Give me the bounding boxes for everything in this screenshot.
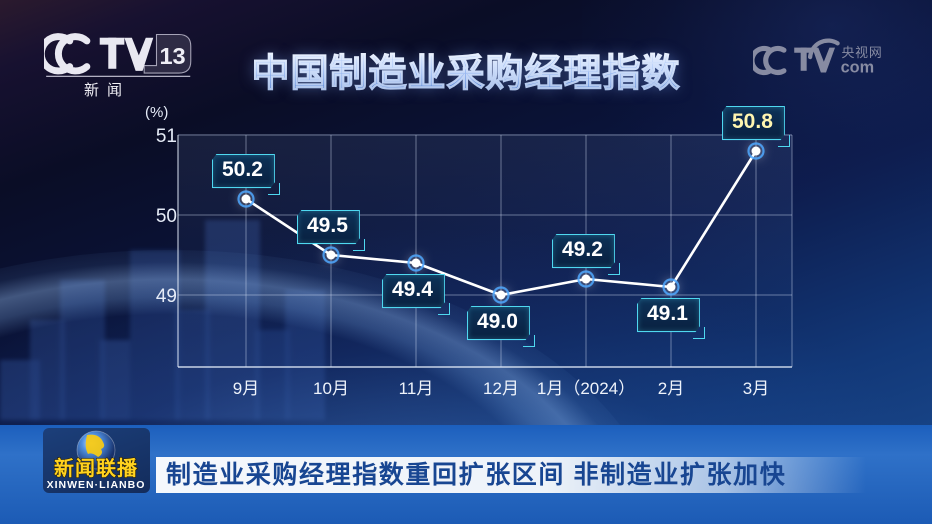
svg-text:XINWEN·LIANBO: XINWEN·LIANBO (47, 479, 146, 491)
svg-text:新闻联播: 新闻联播 (54, 456, 138, 480)
